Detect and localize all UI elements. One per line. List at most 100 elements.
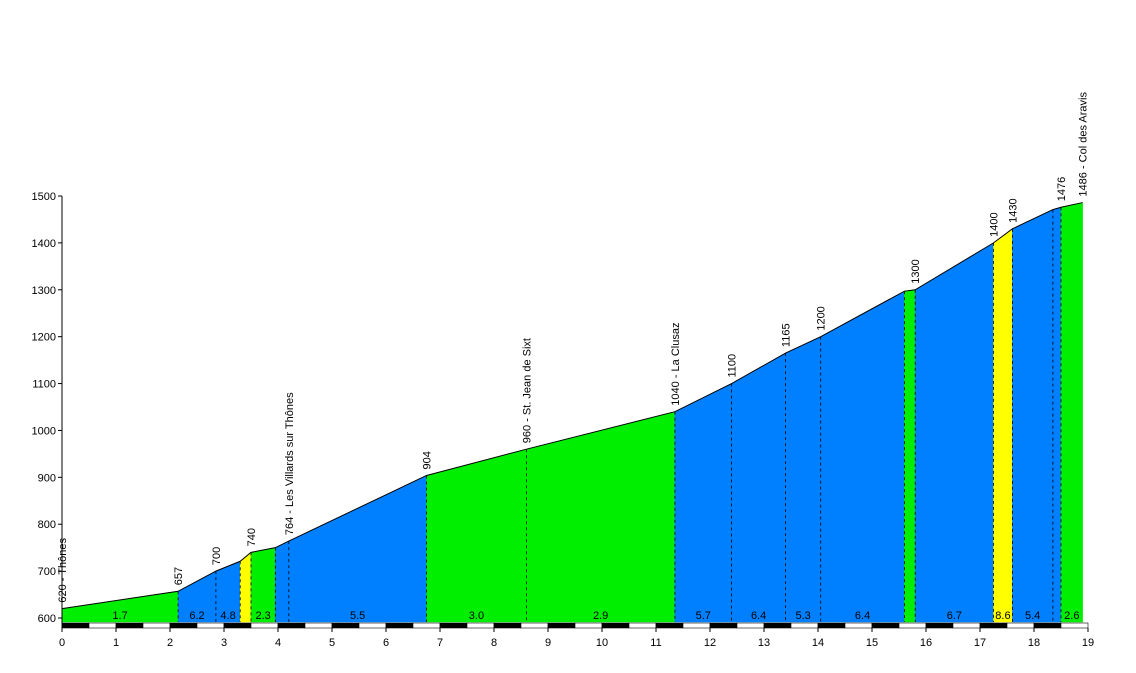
segment-area	[914, 242, 994, 623]
distance-bar-block	[763, 622, 792, 629]
grade-label: 2.3	[256, 610, 271, 622]
distance-bar-block	[520, 622, 549, 629]
segment-area	[275, 540, 290, 623]
y-tick-label: 1100	[32, 379, 56, 391]
grade-label: 5.7	[696, 610, 711, 622]
distance-bar-block	[1033, 622, 1062, 629]
segment-area	[731, 352, 786, 623]
x-tick-label: 1	[113, 637, 119, 649]
distance-bar-block	[817, 622, 846, 629]
distance-bar-block	[574, 622, 603, 629]
segment-area	[993, 228, 1013, 623]
distance-bar-block	[331, 622, 360, 629]
segment-area	[426, 448, 527, 623]
grade-label: 4.8	[220, 610, 235, 622]
grade-label: 8.6	[995, 610, 1010, 622]
distance-bar-block	[844, 622, 873, 629]
x-tick-label: 7	[437, 637, 443, 649]
distance-bar-block	[736, 622, 765, 629]
y-tick-label: 700	[38, 566, 56, 578]
grade-label: 3.0	[469, 610, 484, 622]
x-tick-label: 9	[545, 637, 551, 649]
distance-bar-block	[412, 622, 441, 629]
segment-area	[1012, 209, 1054, 623]
x-tick-label: 3	[221, 637, 227, 649]
x-tick-label: 11	[650, 637, 661, 649]
distance-bar-block	[628, 622, 657, 629]
distance-bar-block	[898, 622, 927, 629]
distance-bar-block	[547, 622, 576, 629]
grade-label: 6.2	[189, 610, 204, 622]
distance-bar-block	[385, 622, 414, 629]
grade-label: 5.5	[350, 610, 365, 622]
distance-bar-block	[682, 622, 711, 629]
y-tick-label: 1400	[32, 238, 56, 250]
grade-label: 1.7	[112, 610, 127, 622]
x-tick-label: 12	[704, 637, 716, 649]
distance-bar-block	[439, 622, 468, 629]
segment-area	[239, 551, 252, 623]
x-tick-label: 19	[1082, 637, 1094, 649]
y-tick-label: 1000	[32, 425, 56, 437]
x-tick-label: 18	[1028, 637, 1040, 649]
altitude-label: 1430	[1007, 198, 1019, 222]
segment-area	[1060, 202, 1083, 623]
altitude-label: 1040 - La Clusaz	[670, 323, 682, 406]
distance-bar-block	[142, 622, 171, 629]
distance-bar-block	[277, 622, 306, 629]
x-tick-label: 8	[491, 637, 497, 649]
distance-bar-block	[790, 622, 819, 629]
distance-bar-block	[952, 622, 981, 629]
altitude-label: 1400	[989, 212, 1001, 236]
x-tick-label: 0	[59, 637, 65, 649]
distance-bar-block	[1006, 622, 1035, 629]
distance-bar-block	[358, 622, 387, 629]
grade-label: 5.3	[796, 610, 811, 622]
distance-bar-block	[979, 622, 1008, 629]
distance-bar-block	[169, 622, 198, 629]
distance-bar-block	[88, 622, 117, 629]
distance-bar-block	[61, 622, 90, 629]
distance-bar-block	[709, 622, 738, 629]
altitude-label: 764 - Les Villards sur Thônes	[284, 392, 296, 535]
x-tick-label: 15	[866, 637, 878, 649]
x-tick-label: 5	[329, 637, 335, 649]
altitude-label: 960 - St. Jean de Sixt	[521, 338, 533, 443]
altitude-label: 1165	[781, 323, 793, 347]
altitude-label: 1100	[727, 354, 739, 378]
altitude-label: 740	[246, 528, 258, 546]
x-tick-label: 16	[920, 637, 932, 649]
segment-dividers	[177, 207, 1062, 622]
distance-bar-block	[601, 622, 630, 629]
altitude-label: 1486 - Col des Aravis	[1078, 92, 1090, 197]
distance-bar-block	[1060, 622, 1089, 629]
y-tick-label: 1300	[32, 285, 56, 297]
y-tick-label: 1500	[32, 191, 56, 203]
distance-bar-block	[925, 622, 954, 629]
y-tick-label: 1200	[32, 332, 56, 344]
grade-labels: 1.7 6.2 4.8 2.3 5.5 3.0 2.9 5.7 6.4 5.3 6.4 6.7 8.6 5…	[112, 610, 1079, 622]
grade-label: 6.7	[947, 610, 962, 622]
altitude-labels: 620 - Thônes 657 700 740 764 - Les Villards …	[57, 92, 1090, 603]
altitude-label: 904	[422, 451, 434, 469]
distance-bar-block	[115, 622, 144, 629]
distance-bar-block	[655, 622, 684, 629]
altitude-label: 1300	[910, 259, 922, 283]
x-tick-label: 17	[974, 637, 986, 649]
distance-bar-block	[493, 622, 522, 629]
distance-bar-block	[250, 622, 279, 629]
altitude-label: 1200	[816, 306, 828, 330]
segment-area	[1052, 206, 1062, 623]
grade-label: 6.4	[751, 610, 766, 622]
altitude-label: 1476	[1056, 177, 1068, 201]
altitude-label: 657	[173, 567, 185, 585]
grade-label: 6.4	[855, 610, 870, 622]
altitude-label: 620 - Thônes	[57, 538, 69, 603]
x-tick-label: 14	[812, 637, 824, 649]
x-tick-label: 2	[167, 637, 173, 649]
x-tick-label: 4	[275, 637, 281, 649]
segment-area	[288, 475, 427, 623]
grade-label: 2.6	[1064, 610, 1079, 622]
